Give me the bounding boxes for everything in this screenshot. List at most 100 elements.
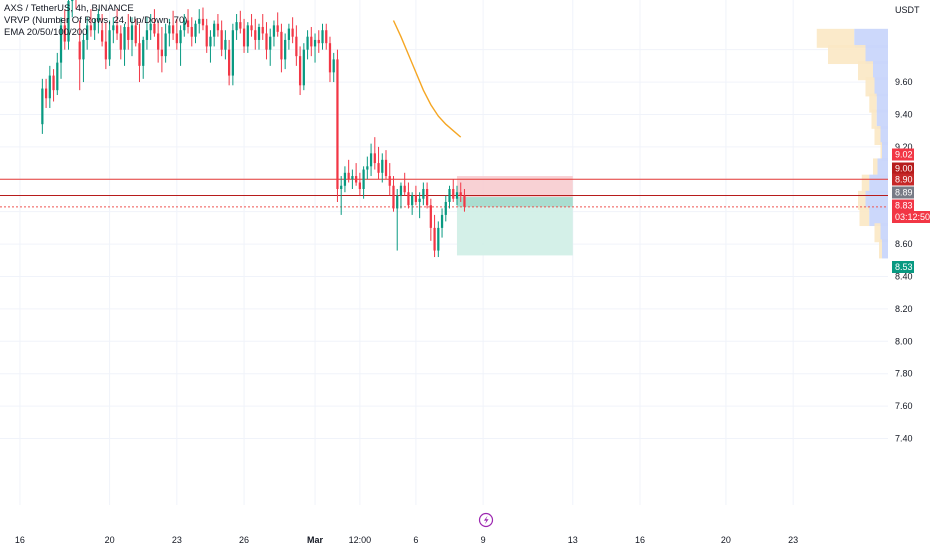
horizontal-lines bbox=[0, 178, 888, 208]
price-badge-label: 8.83 bbox=[895, 201, 913, 211]
candle bbox=[157, 22, 160, 63]
candle bbox=[459, 182, 462, 202]
candle bbox=[115, 9, 119, 40]
price-tick-label: 8.20 bbox=[895, 304, 913, 314]
price-badge-bg bbox=[892, 186, 914, 199]
legend-ema[interactable]: EMA 20/50/100/200 bbox=[4, 27, 88, 38]
vrvp-row-up bbox=[877, 158, 888, 178]
price-badge-bg bbox=[892, 148, 914, 161]
candle bbox=[41, 78, 44, 134]
candle bbox=[310, 26, 313, 57]
candle-body bbox=[224, 39, 227, 50]
candle-body bbox=[201, 18, 205, 26]
candle bbox=[302, 43, 305, 91]
candle-body bbox=[190, 26, 193, 37]
price-axis[interactable]: USDT 9.60 9.40 9.20 8.60 8.40 8.20 8.00 7.80 7.6… bbox=[895, 5, 920, 443]
candle bbox=[366, 156, 369, 180]
candle-body bbox=[44, 88, 48, 99]
candle bbox=[246, 22, 249, 53]
vrvp-row-up bbox=[854, 28, 888, 48]
price-badge-bg bbox=[892, 162, 914, 175]
candle bbox=[134, 18, 137, 47]
candle-body bbox=[186, 20, 190, 27]
candle bbox=[328, 36, 332, 83]
candle-body bbox=[134, 25, 137, 44]
vrvp-row-down bbox=[858, 61, 873, 81]
candle bbox=[186, 9, 190, 34]
candle bbox=[67, 0, 70, 50]
candle bbox=[198, 9, 201, 34]
candle-body bbox=[429, 205, 432, 228]
price-badge-label: 8.90 bbox=[895, 175, 913, 185]
candle-body bbox=[216, 23, 220, 31]
candle bbox=[340, 176, 343, 215]
vrvp-row-down bbox=[874, 223, 881, 243]
candle bbox=[373, 137, 376, 170]
candle bbox=[269, 28, 272, 66]
vrvp-row-up bbox=[873, 61, 888, 81]
price-badge: 8.89 bbox=[892, 186, 914, 199]
candle bbox=[112, 17, 115, 44]
legend-vrvp[interactable]: VRVP (Number Of Rows, 24, Up/Down, 70) bbox=[4, 15, 188, 26]
candle bbox=[418, 192, 421, 219]
price-badge: 8.83 bbox=[892, 199, 914, 212]
vrvp-row-down bbox=[873, 158, 878, 178]
candle-body bbox=[437, 227, 440, 251]
time-tick-label: 23 bbox=[788, 535, 798, 545]
ema-200-line bbox=[392, 20, 462, 138]
candle-body bbox=[71, 0, 74, 2]
candle-body bbox=[291, 28, 294, 37]
candle-body bbox=[272, 25, 276, 37]
candle bbox=[317, 30, 320, 53]
vrvp-row-down bbox=[874, 126, 881, 146]
candle-body bbox=[325, 30, 328, 44]
vrvp-row-up bbox=[865, 45, 888, 65]
vrvp-row-up bbox=[882, 239, 888, 259]
legend-symbol[interactable]: AXS / TetherUS, 4h, BINANCE bbox=[4, 3, 134, 14]
candle bbox=[56, 52, 59, 96]
candle-body bbox=[392, 185, 395, 209]
time-tick-label: 23 bbox=[172, 535, 182, 545]
candle-body bbox=[336, 59, 339, 189]
candle bbox=[130, 17, 134, 57]
candle-body bbox=[433, 227, 436, 251]
candle-body bbox=[138, 43, 141, 66]
candle-body bbox=[157, 33, 160, 50]
price-badge: 8.90 bbox=[892, 173, 914, 186]
candle bbox=[183, 14, 186, 37]
lightning-icon[interactable] bbox=[478, 512, 494, 528]
candle bbox=[242, 18, 246, 53]
candle-body bbox=[444, 201, 447, 215]
candle-body bbox=[399, 185, 403, 196]
candle-body bbox=[78, 41, 81, 60]
candle bbox=[220, 20, 223, 57]
time-axis[interactable]: 16 20 23 26 Mar 12:00 6 9 13 16 20 23 bbox=[15, 535, 798, 545]
price-badge-bg bbox=[892, 173, 914, 186]
price-tick-label: 8.40 bbox=[895, 271, 913, 281]
candle-body bbox=[220, 30, 223, 50]
candle-body bbox=[145, 30, 149, 40]
candle bbox=[97, 9, 100, 34]
time-tick-label: 9 bbox=[481, 535, 486, 545]
candle-body bbox=[396, 195, 399, 209]
vrvp-row-up bbox=[876, 109, 888, 129]
candle-body bbox=[265, 33, 268, 50]
candle-body bbox=[298, 56, 302, 86]
candle-body bbox=[175, 33, 178, 44]
vrvp-row-up bbox=[874, 77, 888, 97]
candle-body bbox=[209, 36, 212, 47]
candle-body bbox=[358, 182, 361, 189]
vrvp-row-down bbox=[871, 109, 877, 129]
candle bbox=[108, 20, 111, 66]
candle bbox=[388, 163, 391, 196]
candle-body bbox=[440, 214, 444, 228]
candle-body bbox=[369, 153, 373, 167]
candle-body bbox=[377, 163, 380, 173]
vrvp-row-down bbox=[869, 93, 877, 113]
short-position-tool[interactable] bbox=[456, 176, 573, 256]
candle bbox=[377, 146, 380, 180]
candle bbox=[190, 17, 193, 47]
candle-body bbox=[459, 192, 462, 196]
candle bbox=[48, 65, 51, 108]
